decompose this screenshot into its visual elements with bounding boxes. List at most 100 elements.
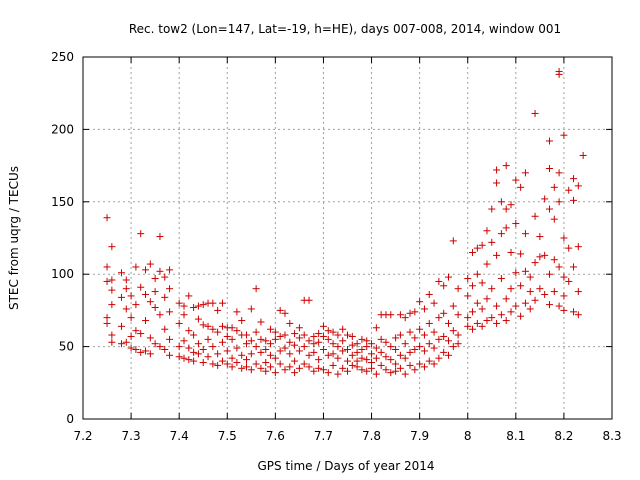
- data-point: [300, 331, 308, 339]
- data-point: [469, 248, 477, 256]
- data-point: [185, 327, 193, 335]
- data-point: [324, 327, 332, 335]
- data-point: [252, 360, 260, 368]
- data-point: [358, 354, 366, 362]
- data-point: [214, 328, 222, 336]
- data-point: [194, 302, 202, 310]
- x-tick-labels: 7.2 7.3 7.4 7.5 7.6 7.7 7.8 7.9 8 8.1 8.2 8.3: [73, 429, 621, 443]
- data-point: [151, 340, 159, 348]
- data-point: [565, 277, 573, 285]
- data-point: [502, 317, 510, 325]
- data-point: [204, 335, 212, 343]
- data-point: [108, 276, 116, 284]
- data-point: [497, 198, 505, 206]
- data-point: [142, 266, 150, 274]
- data-point: [382, 338, 390, 346]
- data-point: [117, 340, 125, 348]
- data-point: [454, 331, 462, 339]
- data-point: [435, 314, 443, 322]
- data-point: [286, 338, 294, 346]
- data-point: [425, 357, 433, 365]
- data-point: [295, 364, 303, 372]
- data-point: [416, 325, 424, 333]
- data-point: [339, 325, 347, 333]
- data-point: [137, 330, 145, 338]
- data-point: [252, 343, 260, 351]
- data-point: [469, 325, 477, 333]
- x-tick-label: 7.3: [122, 429, 141, 443]
- data-point: [401, 354, 409, 362]
- data-point: [214, 350, 222, 358]
- y-tick-label: 100: [51, 267, 74, 281]
- data-point: [411, 345, 419, 353]
- data-point: [166, 308, 174, 316]
- data-point: [310, 348, 318, 356]
- data-point: [194, 315, 202, 323]
- data-point: [382, 353, 390, 361]
- data-point: [392, 334, 400, 342]
- data-point: [218, 322, 226, 330]
- data-point: [329, 340, 337, 348]
- data-point: [358, 335, 366, 343]
- data-point: [406, 348, 414, 356]
- data-point: [243, 331, 251, 339]
- data-point: [175, 353, 183, 361]
- data-point: [555, 169, 563, 177]
- data-point: [276, 347, 284, 355]
- data-point: [464, 314, 472, 322]
- data-point: [541, 290, 549, 298]
- data-point: [372, 344, 380, 352]
- data-point: [435, 335, 443, 343]
- data-point: [502, 205, 510, 213]
- data-point: [507, 201, 515, 209]
- data-point: [526, 288, 534, 296]
- data-point: [555, 198, 563, 206]
- data-point: [521, 299, 529, 307]
- data-point: [243, 356, 251, 364]
- x-axis-title: GPS time / Days of year 2014: [257, 459, 434, 473]
- data-point: [531, 109, 539, 117]
- chart-title: Rec. tow2 (Lon=147, Lat=-19, h=HE), days…: [129, 22, 561, 36]
- data-point: [396, 331, 404, 339]
- data-point: [271, 354, 279, 362]
- data-point: [387, 311, 395, 319]
- data-point: [209, 299, 217, 307]
- data-point: [497, 311, 505, 319]
- data-point: [507, 308, 515, 316]
- data-point: [252, 285, 260, 293]
- data-point: [382, 366, 390, 374]
- data-point: [560, 234, 568, 242]
- data-point: [473, 299, 481, 307]
- data-point: [127, 314, 135, 322]
- data-point: [233, 308, 241, 316]
- y-axis-title: STEC from uqrg / TECUs: [7, 166, 21, 310]
- data-point: [166, 351, 174, 359]
- data-point: [449, 302, 457, 310]
- data-point: [545, 164, 553, 172]
- data-point: [550, 288, 558, 296]
- data-point: [122, 285, 130, 293]
- data-point: [531, 296, 539, 304]
- data-point: [291, 330, 299, 338]
- data-point: [454, 311, 462, 319]
- data-point: [444, 337, 452, 345]
- data-point: [545, 270, 553, 278]
- data-point: [238, 317, 246, 325]
- data-point: [416, 298, 424, 306]
- data-point: [396, 364, 404, 372]
- x-tick-label: 7.7: [314, 429, 333, 443]
- data-point: [324, 351, 332, 359]
- data-point: [502, 224, 510, 232]
- data-points: [103, 67, 587, 378]
- data-point: [430, 344, 438, 352]
- data-point: [435, 277, 443, 285]
- data-point: [281, 331, 289, 339]
- data-point: [117, 322, 125, 330]
- data-point: [430, 360, 438, 368]
- data-point: [512, 176, 520, 184]
- data-point: [353, 340, 361, 348]
- data-point: [488, 285, 496, 293]
- grid-lines: [83, 57, 612, 419]
- data-point: [449, 237, 457, 245]
- x-tick-label: 8.3: [602, 429, 621, 443]
